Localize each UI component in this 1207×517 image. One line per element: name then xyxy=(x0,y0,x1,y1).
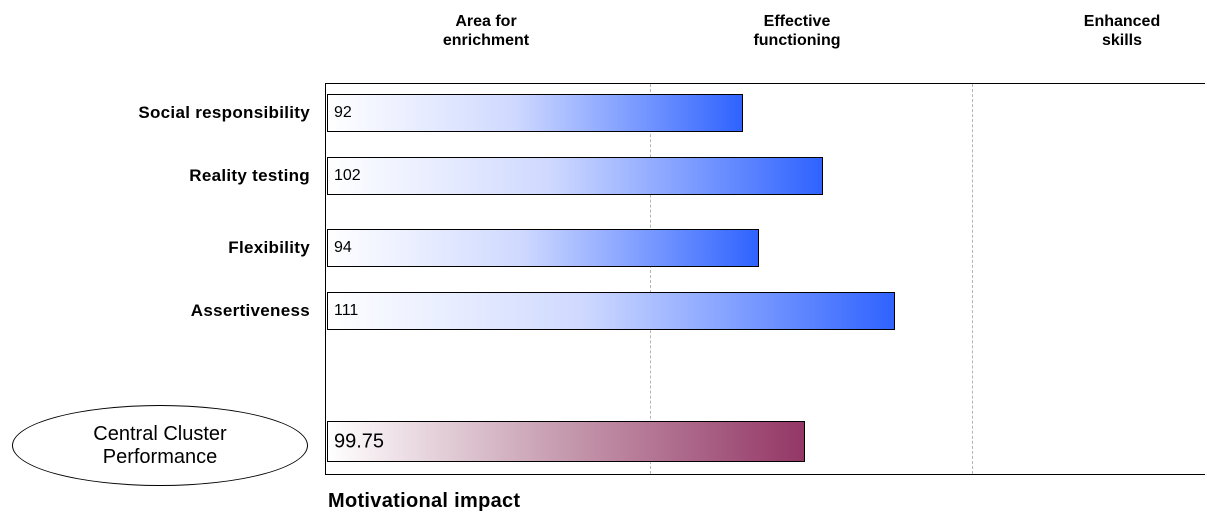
bar: 111 xyxy=(327,292,895,330)
bar-value-label: 94 xyxy=(334,239,352,256)
bar-value-label: 102 xyxy=(334,167,361,184)
zone-label-effective: Effective functioning xyxy=(753,13,841,49)
category-label: Reality testing xyxy=(189,166,310,185)
zone-divider-high xyxy=(972,84,973,474)
category-label: Assertiveness xyxy=(190,301,310,320)
bar-value-label: 92 xyxy=(334,104,352,121)
central-cluster-oval: Central Cluster Performance xyxy=(12,405,308,486)
central-cluster-label-line2: Performance xyxy=(102,445,218,468)
central-cluster-bar: 99.75 xyxy=(327,421,805,462)
zone-label-enhanced: Enhanced skills xyxy=(1083,13,1161,49)
bar: 92 xyxy=(327,94,743,132)
bar: 102 xyxy=(327,157,823,195)
footer-title: Motivational impact xyxy=(328,490,521,512)
category-label: Social responsibility xyxy=(138,103,310,122)
bar-value-label: 111 xyxy=(334,302,359,319)
central-cluster-value: 99.75 xyxy=(334,430,385,452)
zone-divider-low xyxy=(650,84,651,474)
bar: 94 xyxy=(327,229,759,267)
plot-area xyxy=(325,83,1205,475)
zone-label-enrichment: Area for enrichment xyxy=(442,13,530,49)
central-cluster-label-line1: Central Cluster xyxy=(93,422,227,445)
category-label: Flexibility xyxy=(228,238,310,257)
